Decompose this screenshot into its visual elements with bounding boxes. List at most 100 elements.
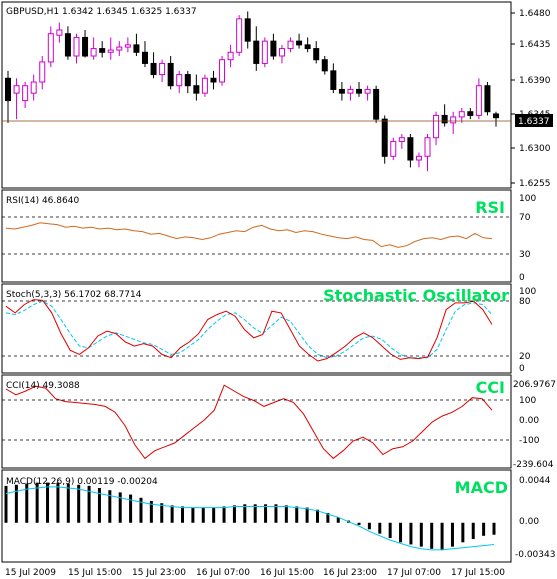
stoch-tick-100: 100: [519, 287, 536, 297]
cci-pane[interactable]: [1, 374, 512, 469]
stoch-tick-20: 20: [519, 352, 531, 362]
cci-label: CCI(14) 49.3088: [6, 381, 80, 391]
candle-body: [484, 85, 491, 113]
candle-body: [390, 140, 397, 157]
rsi-pane[interactable]: [1, 189, 512, 283]
candle-body: [47, 33, 54, 63]
macd-bar: [108, 490, 112, 523]
macd-bar: [181, 506, 185, 523]
candle-body: [330, 70, 337, 90]
candle-body: [39, 61, 46, 83]
price-pane[interactable]: [1, 1, 512, 189]
price-tick-1: 1.6480: [519, 9, 551, 19]
macd-bar: [399, 522, 403, 543]
macd-histogram: [4, 482, 496, 551]
candle-body: [261, 40, 268, 64]
candle-body: [270, 40, 277, 57]
x-tick-1: 15 Jul 2009: [5, 568, 56, 578]
symbol-label: GBPUSD,H1 1.6342 1.6345 1.6325 1.6337: [6, 7, 197, 17]
candle-body: [90, 48, 97, 57]
price-tick-5: 1.6300: [519, 144, 551, 154]
candle-body: [133, 44, 140, 53]
candle-body: [287, 40, 294, 50]
macd-bar: [482, 522, 486, 536]
stoch-pane[interactable]: [1, 283, 512, 374]
candle-body: [167, 62, 174, 87]
macd-bar: [315, 509, 319, 523]
rsi-tick-70: 70: [519, 213, 531, 223]
x-tick-7: 17 Jul 07:00: [387, 568, 441, 578]
candle-body: [321, 59, 328, 72]
candle-body: [56, 29, 63, 36]
candle-body: [304, 44, 311, 50]
macd-bar: [77, 484, 81, 523]
price-tick-2: 1.6435: [519, 40, 551, 50]
candle-body: [458, 111, 465, 118]
macd-pane[interactable]: [1, 469, 512, 563]
candlestick-series: [5, 11, 499, 172]
candle-body: [30, 81, 37, 94]
candle-body: [424, 137, 431, 157]
rsi-series-line: [5, 222, 493, 248]
candle-body: [450, 116, 457, 124]
candle-body: [201, 77, 208, 94]
macd-label: MACD(12,26,9) 0.00119 -0.00204: [6, 477, 158, 487]
macd-bar: [430, 522, 434, 549]
candle-body: [364, 88, 371, 94]
macd-bar: [139, 497, 143, 523]
macd-bar: [14, 484, 18, 523]
stoch-main-line: [5, 299, 493, 362]
candle-body: [107, 49, 114, 53]
candle-body: [338, 88, 345, 94]
macd-bar: [149, 501, 153, 523]
x-tick-5: 16 Jul 15:00: [260, 568, 314, 578]
cci-tick-min: -239.604: [513, 460, 554, 470]
macd-bar: [129, 494, 133, 523]
rsi-label: RSI(14) 46.8640: [6, 196, 79, 206]
candle-body: [381, 118, 388, 157]
macd-bar: [201, 507, 205, 523]
candle-body: [5, 77, 11, 102]
candle-body: [296, 40, 303, 46]
rsi-tick-0: 0: [519, 273, 525, 283]
macd-tick-0: 0.00: [519, 517, 539, 527]
candle-body: [373, 88, 380, 120]
cci-tick-100: 100: [519, 396, 536, 406]
macd-signal-line: [5, 486, 495, 551]
current-price-badge: [515, 114, 553, 127]
cci-tick-0: 0.00: [519, 416, 539, 426]
cci-series-line: [5, 384, 493, 460]
cci-tick-max: 206.9767: [513, 380, 556, 390]
candle-body: [415, 155, 422, 161]
macd-bar: [87, 485, 91, 523]
macd-bar: [232, 505, 236, 523]
macd-bar: [222, 506, 226, 523]
candle-body: [22, 85, 29, 102]
stoch-signal-line: [5, 300, 493, 359]
macd-bar: [326, 512, 330, 523]
macd-bar: [97, 488, 101, 523]
candle-body: [150, 62, 157, 76]
current-price-value: 1.6337: [518, 117, 550, 127]
macd-bar: [357, 522, 361, 525]
candle-body: [313, 48, 320, 61]
macd-bar: [461, 522, 465, 543]
candle-body: [253, 40, 260, 64]
macd-bar: [4, 485, 8, 523]
stoch-lines: [5, 299, 493, 362]
candle-body: [73, 36, 80, 57]
candle-body: [184, 74, 191, 87]
rsi-title: RSI: [475, 198, 505, 217]
rsi-tick-30: 30: [519, 250, 531, 260]
macd-tick-max: 0.0044: [519, 476, 551, 486]
macd-bar: [46, 482, 50, 523]
macd-bar: [66, 483, 70, 523]
x-tick-3: 15 Jul 23:00: [132, 568, 186, 578]
candle-body: [124, 44, 131, 48]
macd-bar: [170, 505, 174, 523]
candle-body: [433, 114, 440, 139]
macd-bar: [367, 522, 371, 530]
macd-title: MACD: [455, 478, 508, 497]
